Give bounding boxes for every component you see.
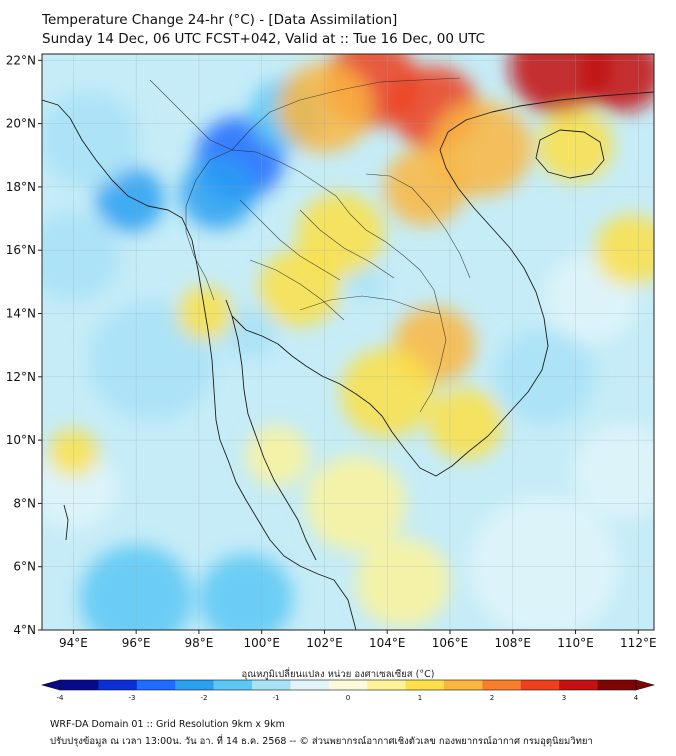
colorbar-swatch-9 <box>405 680 445 690</box>
colorbar-tick-6: 2 <box>490 694 494 702</box>
coastline-andaman <box>63 504 69 541</box>
temperature-cell-1 <box>180 157 256 230</box>
lat-tick-label-2: 18°N <box>6 180 36 194</box>
colorbar-tick-4: 0 <box>346 694 350 702</box>
lat-tick-label-3: 16°N <box>6 243 36 257</box>
coastline-myanmar-west <box>42 99 221 441</box>
lon-tick-label-8: 110°E <box>557 636 594 650</box>
lon-tick-label-9: 112°E <box>620 636 657 650</box>
border-china <box>231 77 461 151</box>
lat-tick-label-7: 8°N <box>13 496 36 510</box>
lat-tick-label-8: 6°N <box>13 560 36 574</box>
colorbar-swatch-4 <box>213 680 253 690</box>
border-cambodia <box>299 295 447 413</box>
colorbar-tick-8: 4 <box>634 694 639 702</box>
temperature-cell-10 <box>198 553 294 630</box>
colorbar-swatch-1 <box>98 680 138 690</box>
border-thailand-west <box>185 179 215 301</box>
border-myanmar-north <box>149 79 233 151</box>
colorbar-tick-0: -4 <box>57 694 65 702</box>
coastline-hainan <box>535 129 605 179</box>
colorbar-swatch-0 <box>60 680 99 690</box>
temperature-cell-4 <box>42 211 121 302</box>
coastline-gulf-of-thailand <box>219 439 357 630</box>
temperature-cell-14 <box>468 495 620 630</box>
temperature-cell-32 <box>355 537 450 628</box>
colorbar-swatch-8 <box>367 680 407 690</box>
lon-tick-label-5: 104°E <box>369 636 406 650</box>
temperature-cell-2 <box>95 166 165 233</box>
colorbar-frame <box>59 679 637 691</box>
coastline-peninsula-east <box>231 315 317 561</box>
colorbar-tick-3: -1 <box>273 694 280 702</box>
colorbar-swatch-14 <box>597 680 637 690</box>
colorbar-tick-1: -3 <box>129 694 136 702</box>
colorbar-swatch-11 <box>482 680 522 690</box>
border-thai-provinces-c <box>299 209 395 279</box>
chart-subtitle: Sunday 14 Dec, 06 UTC FCST+042, Valid at… <box>42 31 485 47</box>
temperature-cell-19 <box>581 54 654 112</box>
colorbar-swatch-10 <box>444 680 483 690</box>
colorbar-swatch-12 <box>520 680 560 690</box>
colorbar-tick-7: 3 <box>562 694 566 702</box>
border-thai-provinces-a <box>239 199 341 281</box>
temperature-cell-3 <box>42 91 140 188</box>
lat-tick-label-5: 12°N <box>6 370 36 384</box>
lon-tick-label-0: 94°E <box>59 636 88 650</box>
border-thai-provinces-b <box>249 259 345 321</box>
colorbar-tick-5: 1 <box>418 694 422 702</box>
colorbar-swatch-5 <box>252 680 291 690</box>
temperature-cell-25 <box>258 249 341 327</box>
colorbar-swatch-13 <box>559 680 599 690</box>
colorbar-swatch-2 <box>136 680 176 690</box>
border-laos-vietnam <box>365 173 471 279</box>
lat-tick-label-0: 22°N <box>6 53 36 67</box>
lon-tick-label-1: 96°E <box>122 636 151 650</box>
lat-tick-label-1: 20°N <box>6 117 36 131</box>
temperature-cell-15 <box>572 424 654 520</box>
lon-tick-label-4: 102°E <box>306 636 343 650</box>
lon-tick-label-6: 106°E <box>432 636 469 650</box>
colorbar-swatch-7 <box>328 680 368 690</box>
temperature-cell-6 <box>89 301 215 421</box>
colorbar-tick-2: -2 <box>201 694 208 702</box>
lon-tick-label-7: 108°E <box>495 636 532 650</box>
footer-resolution: WRF-DA Domain 01 :: Grid Resolution 9km … <box>50 719 285 730</box>
coastline-gulf-inner <box>225 299 393 433</box>
colorbar-swatch-3 <box>175 680 215 690</box>
footer-credit: ปรับปรุงข้อมูล ณ เวลา 13:00น. วัน อา. ที… <box>50 736 593 747</box>
lat-tick-label-4: 14°N <box>6 307 36 321</box>
lat-tick-label-9: 4°N <box>13 623 36 637</box>
lon-tick-label-3: 100°E <box>243 636 280 650</box>
plot-frame <box>41 53 655 631</box>
coastline-vietnam <box>391 91 654 477</box>
colorbar-swatch-6 <box>290 680 330 690</box>
chart-title: Temperature Change 24-hr (°C) - [Data As… <box>42 12 398 28</box>
border-thailand-north <box>195 149 441 315</box>
lat-tick-label-6: 10°N <box>6 433 36 447</box>
colorbar-label: อุณหภูมิเปลี่ยนแปลง หน่วย องศาเซลเซียส (… <box>241 669 435 680</box>
lon-tick-label-2: 98°E <box>184 636 213 650</box>
temperature-cell-28 <box>428 388 504 461</box>
